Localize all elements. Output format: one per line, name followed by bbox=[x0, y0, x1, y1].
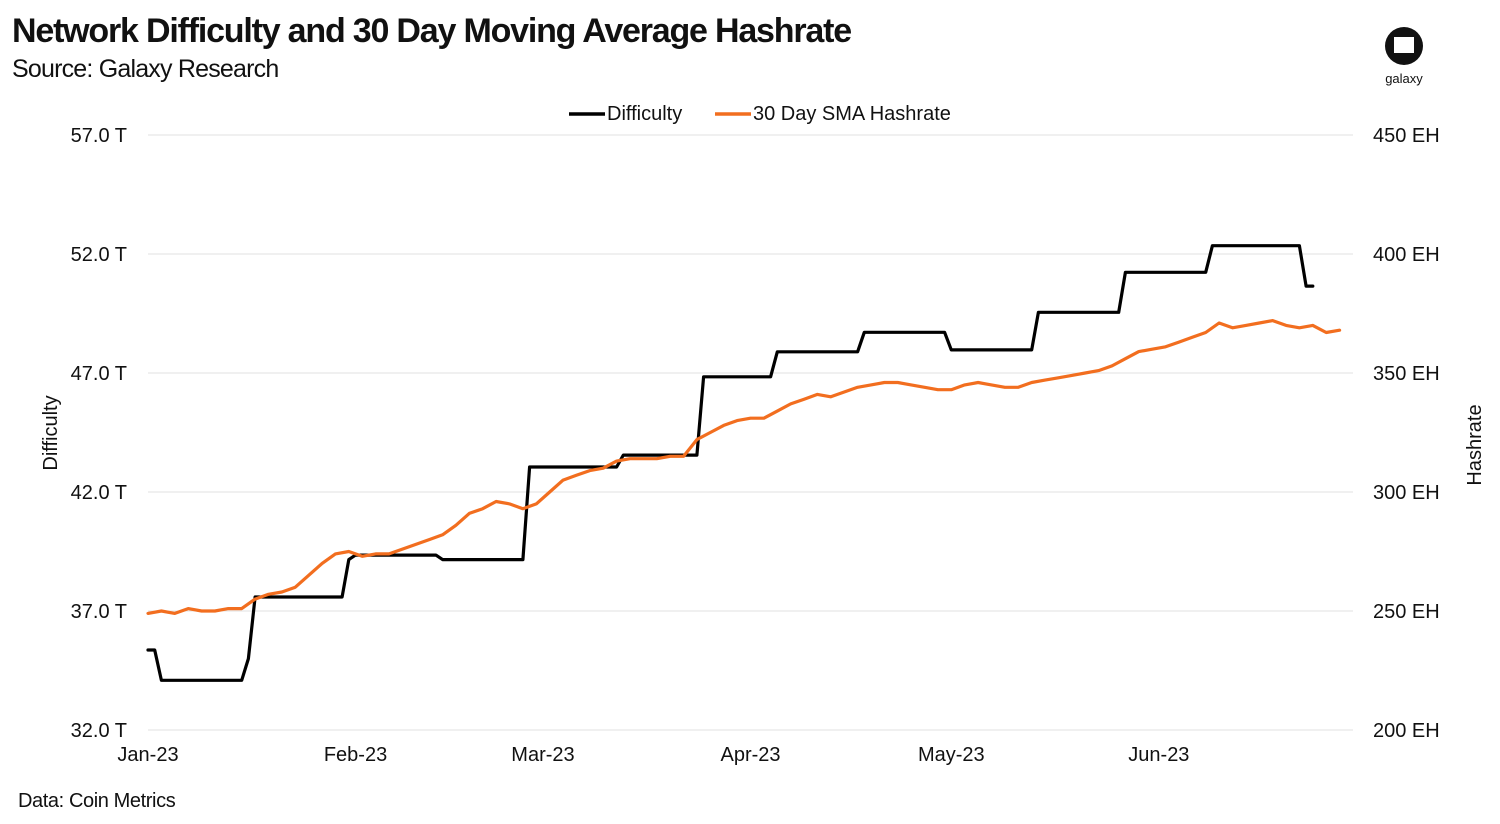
right-tick-label: 250 EH bbox=[1373, 601, 1440, 623]
left-tick-label: 32.0 T bbox=[71, 720, 127, 742]
right-tick-label: 350 EH bbox=[1373, 363, 1440, 385]
x-tick-label: Feb-23 bbox=[324, 744, 387, 766]
right-tick-label: 200 EH bbox=[1373, 720, 1440, 742]
chart-title: Network Difficulty and 30 Day Moving Ave… bbox=[12, 12, 852, 50]
x-axis-ticks: Jan-23 Feb-23 Mar-23 Apr-23 May-23 Jun-23 bbox=[117, 744, 1189, 766]
legend-hashrate-label: 30 Day SMA Hashrate bbox=[753, 103, 951, 125]
right-tick-label: 300 EH bbox=[1373, 482, 1440, 504]
left-tick-label: 47.0 T bbox=[71, 363, 127, 385]
left-tick-label: 52.0 T bbox=[71, 244, 127, 266]
x-tick-label: Mar-23 bbox=[511, 744, 574, 766]
legend-difficulty-label: Difficulty bbox=[607, 103, 682, 125]
left-tick-label: 57.0 T bbox=[71, 125, 127, 147]
gridlines bbox=[148, 134, 1353, 731]
x-tick-label: May-23 bbox=[918, 744, 985, 766]
hashrate-line bbox=[146, 319, 1342, 616]
x-tick-label: Jun-23 bbox=[1128, 744, 1189, 766]
chart-subtitle: Source: Galaxy Research bbox=[12, 55, 279, 83]
left-axis-label: Difficulty bbox=[40, 395, 62, 470]
right-tick-label: 400 EH bbox=[1373, 244, 1440, 266]
galaxy-logo: galaxy bbox=[1376, 24, 1432, 90]
left-tick-label: 42.0 T bbox=[71, 482, 127, 504]
data-source-note: Data: Coin Metrics bbox=[18, 790, 176, 812]
legend: Difficulty 30 Day SMA Hashrate bbox=[569, 103, 951, 125]
series-lines bbox=[146, 244, 1342, 682]
logo-label: galaxy bbox=[1385, 71, 1423, 86]
right-tick-label: 450 EH bbox=[1373, 125, 1440, 147]
left-axis-ticks: 57.0 T 52.0 T 47.0 T 42.0 T 37.0 T 32.0 T bbox=[71, 125, 127, 742]
difficulty-line bbox=[146, 244, 1315, 682]
right-axis-label: Hashrate bbox=[1464, 404, 1486, 485]
left-tick-label: 37.0 T bbox=[71, 601, 127, 623]
x-tick-label: Apr-23 bbox=[720, 744, 780, 766]
x-tick-label: Jan-23 bbox=[117, 744, 178, 766]
right-axis-ticks: 450 EH 400 EH 350 EH 300 EH 250 EH 200 EH bbox=[1373, 125, 1440, 742]
galaxy-logo-icon bbox=[1385, 27, 1423, 65]
